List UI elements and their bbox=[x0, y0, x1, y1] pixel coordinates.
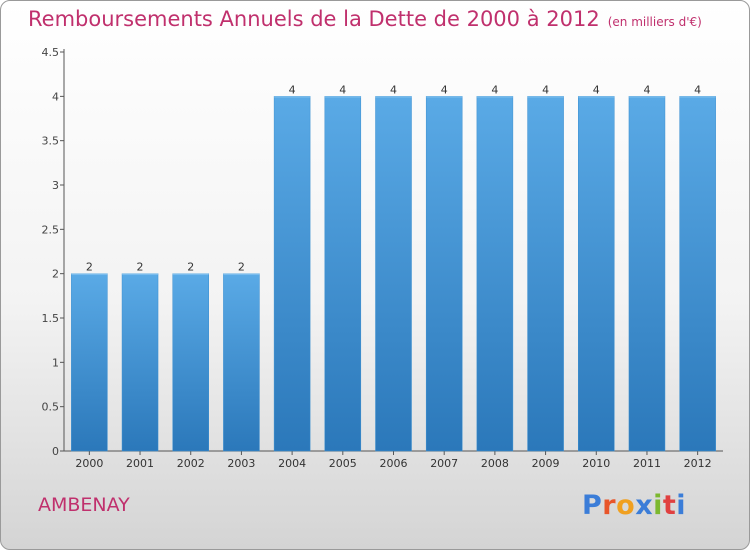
bar-2001 bbox=[121, 273, 159, 452]
bar-2004 bbox=[273, 96, 311, 452]
data-label-2010: 4 bbox=[593, 83, 600, 96]
bar-2009 bbox=[527, 96, 564, 452]
bar-2002 bbox=[172, 273, 209, 452]
x-tick-label-2002: 2002 bbox=[177, 457, 205, 470]
logo-letter: t bbox=[662, 490, 677, 521]
x-tick-label-2008: 2008 bbox=[481, 457, 509, 470]
bar-2010 bbox=[578, 96, 615, 452]
x-tick-label-2006: 2006 bbox=[380, 457, 408, 470]
y-tick-label: 3 bbox=[52, 179, 59, 192]
data-label-2008: 4 bbox=[491, 83, 498, 96]
unit-note: (en milliers d'€) bbox=[607, 15, 702, 29]
bar-2005 bbox=[324, 96, 362, 452]
data-label-2005: 4 bbox=[339, 83, 346, 96]
bar-2006 bbox=[375, 96, 412, 452]
bars bbox=[71, 96, 716, 452]
proxiti-logo: Proxiti bbox=[582, 490, 686, 521]
x-tick-label-2007: 2007 bbox=[430, 457, 458, 470]
data-label-2002: 2 bbox=[187, 261, 194, 274]
x-tick-label-2001: 2001 bbox=[126, 457, 154, 470]
y-tick-label: 3.5 bbox=[42, 135, 60, 148]
data-label-2003: 2 bbox=[238, 261, 245, 274]
x-tick-label-2004: 2004 bbox=[278, 457, 306, 470]
data-label-2007: 4 bbox=[441, 83, 448, 96]
y-tick-label: 4.5 bbox=[42, 46, 60, 59]
y-tick-label: 2.5 bbox=[42, 223, 60, 236]
data-label-2004: 4 bbox=[289, 83, 296, 96]
axes: 0 0.5 1 1.5 2 2.5 3 3.5 4 4.5 2000 2001 2002 2003 2004… bbox=[42, 46, 723, 470]
data-label-2011: 4 bbox=[643, 83, 650, 96]
data-label-2000: 2 bbox=[86, 261, 93, 274]
data-label-2001: 2 bbox=[137, 261, 144, 274]
place-name: AMBENAY bbox=[38, 494, 130, 516]
logo-letter: P bbox=[582, 490, 603, 521]
data-label-2006: 4 bbox=[390, 83, 397, 96]
chart-title: Remboursements Annuels de la Dette de 20… bbox=[28, 7, 600, 31]
y-tick-label: 2 bbox=[52, 268, 59, 281]
bar-2003 bbox=[223, 273, 260, 452]
bar-2000 bbox=[71, 273, 108, 452]
logo-letter: i bbox=[653, 490, 663, 521]
y-tick-label: 1 bbox=[52, 356, 59, 369]
x-tick-label-2010: 2010 bbox=[582, 457, 610, 470]
x-tick-label-2011: 2011 bbox=[633, 457, 661, 470]
data-labels: 2 2 2 2 4 4 4 4 4 4 4 4 4 bbox=[86, 83, 701, 273]
logo-letter: r bbox=[602, 490, 617, 521]
logo-letter: o bbox=[616, 490, 636, 521]
logo-letter: i bbox=[676, 490, 687, 521]
y-tick-label: 0 bbox=[52, 445, 59, 458]
bar-2007 bbox=[425, 96, 463, 452]
x-tick-label-2000: 2000 bbox=[75, 457, 103, 470]
x-tick-label-2009: 2009 bbox=[532, 457, 560, 470]
bar-2012 bbox=[679, 96, 716, 452]
chart-title-block: Remboursements Annuels de la Dette de 20… bbox=[28, 7, 702, 31]
bar-2008 bbox=[476, 96, 514, 452]
x-tick-label-2012: 2012 bbox=[684, 457, 712, 470]
data-label-2009: 4 bbox=[542, 83, 549, 96]
logo-letter: x bbox=[635, 490, 654, 521]
x-tick-label-2005: 2005 bbox=[329, 457, 357, 470]
y-tick-label: 0.5 bbox=[42, 401, 60, 414]
y-tick-label: 4 bbox=[52, 90, 59, 103]
data-label-2012: 4 bbox=[694, 83, 701, 96]
x-tick-label-2003: 2003 bbox=[227, 457, 255, 470]
bar-2011 bbox=[628, 96, 666, 452]
y-tick-label: 1.5 bbox=[42, 312, 60, 325]
